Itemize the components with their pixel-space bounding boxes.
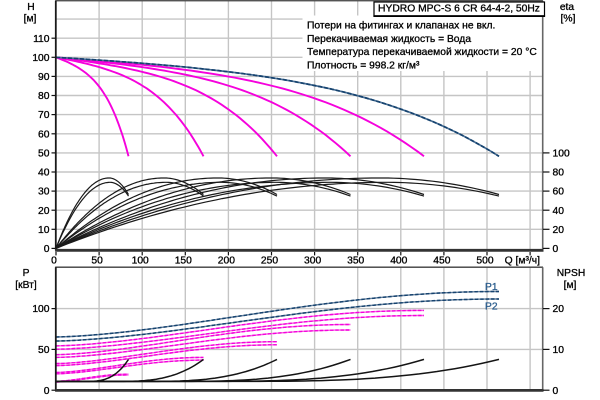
svg-text:40: 40 bbox=[38, 168, 50, 179]
svg-text:500: 500 bbox=[476, 256, 493, 267]
svg-text:300: 300 bbox=[304, 256, 321, 267]
svg-text:0: 0 bbox=[51, 256, 57, 267]
svg-text:110: 110 bbox=[33, 34, 50, 45]
svg-text:40: 40 bbox=[553, 206, 565, 217]
svg-text:20: 20 bbox=[553, 304, 565, 315]
svg-text:P2: P2 bbox=[485, 302, 498, 313]
svg-text:450: 450 bbox=[433, 256, 450, 267]
svg-text:[%]: [%] bbox=[561, 14, 576, 25]
svg-text:20: 20 bbox=[553, 225, 565, 236]
svg-text:[м]: [м] bbox=[24, 14, 37, 25]
svg-text:P: P bbox=[23, 268, 30, 279]
svg-text:350: 350 bbox=[347, 256, 364, 267]
svg-text:Перекачиваемая жидкость = Вода: Перекачиваемая жидкость = Вода bbox=[307, 34, 471, 45]
svg-text:100: 100 bbox=[32, 53, 49, 64]
svg-text:0: 0 bbox=[44, 386, 50, 397]
svg-text:Потери на фитингах и клапанах: Потери на фитингах и клапанах не вкл. bbox=[307, 19, 495, 31]
svg-text:Температура перекачиваемой жид: Температура перекачиваемой жидкости = 20… bbox=[307, 47, 537, 58]
svg-text:HYDRO MPC-S 6 CR 64-4-2, 50Hz: HYDRO MPC-S 6 CR 64-4-2, 50Hz bbox=[378, 4, 540, 15]
svg-text:250: 250 bbox=[261, 256, 278, 267]
svg-text:eta: eta bbox=[560, 2, 575, 13]
svg-text:400: 400 bbox=[390, 256, 407, 267]
svg-text:50: 50 bbox=[91, 256, 103, 267]
svg-text:[кВт]: [кВт] bbox=[15, 280, 37, 291]
svg-text:30: 30 bbox=[38, 187, 50, 198]
svg-text:Q [м³/ч]: Q [м³/ч] bbox=[505, 256, 540, 267]
svg-text:P1: P1 bbox=[485, 282, 498, 293]
svg-text:NPSH: NPSH bbox=[557, 268, 586, 279]
svg-text:100: 100 bbox=[132, 256, 149, 267]
svg-text:20: 20 bbox=[38, 206, 50, 217]
svg-text:60: 60 bbox=[553, 187, 565, 198]
svg-text:0: 0 bbox=[553, 386, 559, 397]
svg-text:[м]: [м] bbox=[564, 280, 577, 291]
svg-text:100: 100 bbox=[553, 149, 570, 160]
svg-text:H: H bbox=[27, 2, 34, 13]
svg-text:Плотность = 998.2 кг/м³: Плотность = 998.2 кг/м³ bbox=[307, 61, 420, 72]
svg-text:60: 60 bbox=[38, 129, 50, 140]
svg-text:80: 80 bbox=[38, 91, 50, 102]
svg-text:0: 0 bbox=[553, 244, 559, 255]
svg-text:100: 100 bbox=[32, 304, 49, 315]
svg-text:70: 70 bbox=[38, 110, 50, 121]
svg-text:90: 90 bbox=[38, 72, 50, 83]
svg-text:0: 0 bbox=[44, 244, 50, 255]
svg-text:80: 80 bbox=[553, 168, 565, 179]
svg-text:10: 10 bbox=[553, 345, 565, 356]
svg-text:150: 150 bbox=[175, 256, 192, 267]
svg-text:50: 50 bbox=[38, 149, 50, 160]
svg-text:200: 200 bbox=[218, 256, 235, 267]
svg-text:10: 10 bbox=[38, 225, 50, 236]
svg-text:50: 50 bbox=[38, 345, 50, 356]
